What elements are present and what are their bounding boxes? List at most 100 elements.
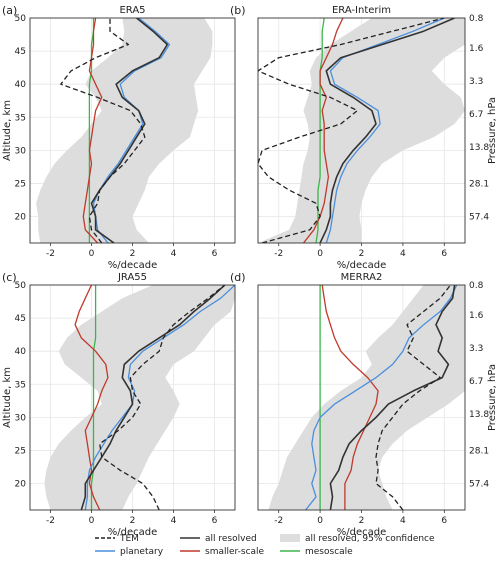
panel-title: JRA55: [117, 272, 147, 283]
x-tick-label: 6: [441, 516, 447, 526]
series-line-planetary: [305, 285, 458, 510]
x-tick-label: 0: [89, 249, 95, 259]
legend-label: smaller-scale: [205, 547, 265, 557]
legend-item: smaller-scale: [180, 547, 265, 557]
pressure-tick-label: 28.1: [469, 179, 489, 189]
series-line-all-resolved: [90, 18, 169, 243]
panel-tag: (d): [230, 271, 246, 284]
x-tick-label: 6: [212, 516, 218, 526]
pressure-tick-label: 3.3: [469, 77, 483, 87]
legend-item: all resolved: [180, 534, 257, 544]
x-tick-label: 0: [317, 249, 323, 259]
x-axis-label: %/decade: [337, 260, 387, 271]
pressure-tick-label: 57.4: [469, 480, 489, 490]
x-tick-label: 4: [400, 249, 406, 259]
x-tick-label: 2: [130, 516, 136, 526]
y-tick-label: 25: [15, 179, 26, 189]
right-axis-label: Pressure, hPa: [487, 97, 498, 164]
pressure-tick-label: 6.7: [469, 377, 483, 387]
series-line-smaller-scale: [82, 18, 103, 243]
y-tick-label: 40: [15, 347, 27, 357]
y-tick-label: 30: [15, 413, 27, 423]
pressure-tick-label: 13.8: [469, 143, 489, 153]
x-tick-label: -2: [274, 249, 283, 259]
panel-title: ERA-Interim: [332, 5, 391, 16]
x-tick-label: 4: [171, 249, 177, 259]
pressure-tick-label: 1.6: [469, 44, 484, 54]
y-tick-label: 20: [15, 480, 27, 490]
y-tick-label: 50: [15, 14, 27, 24]
x-tick-label: 4: [400, 516, 406, 526]
series-line-smaller-scale: [321, 285, 379, 510]
legend-label: mesoscale: [305, 547, 353, 557]
confidence-band: [258, 18, 465, 243]
pressure-tick-label: 3.3: [469, 344, 483, 354]
series-line-planetary: [92, 18, 171, 243]
legend-label: planetary: [120, 547, 164, 557]
panel-tag: (c): [2, 271, 17, 284]
series-line-planetary: [84, 285, 235, 510]
panel-era-interim: -2 0 2 4 6 %/decade 0.8 1.6 3.3 6.7 13.8 28.1 57.4 Pr…: [230, 4, 498, 271]
y-tick-label: 45: [15, 314, 26, 324]
y-tick-label: 50: [15, 281, 27, 291]
panel-jra55: -2 0 2 4 6 %/decade 20 25 30 35 40 45 50 Altitude, km…: [2, 271, 236, 538]
x-tick-label: -2: [274, 516, 283, 526]
series-line-TEM: [258, 18, 445, 243]
x-tick-label: 2: [359, 516, 365, 526]
x-axis-label: %/decade: [337, 527, 387, 538]
series-line-all-resolved: [319, 18, 455, 243]
series-line-mesoscale: [90, 285, 97, 510]
x-tick-label: 0: [89, 516, 95, 526]
pressure-tick-label: 28.1: [469, 446, 489, 456]
y-tick-label: 40: [15, 80, 27, 90]
y-tick-label: 30: [15, 146, 27, 156]
x-tick-label: 2: [130, 249, 136, 259]
panel-title: MERRA2: [341, 272, 383, 283]
x-tick-label: 4: [171, 516, 177, 526]
legend-swatch: [280, 534, 300, 542]
series-line-all-resolved: [80, 285, 226, 510]
legend-label: all resolved: [205, 534, 257, 544]
y-tick-label: 35: [15, 113, 26, 123]
x-tick-label: 2: [359, 249, 365, 259]
x-tick-label: -2: [46, 516, 55, 526]
confidence-band: [36, 18, 213, 243]
legend-item: mesoscale: [280, 547, 353, 557]
y-axis-label: Altitude, km: [2, 367, 13, 428]
y-axis-label: Altitude, km: [2, 100, 13, 161]
pressure-tick-label: 13.8: [469, 410, 489, 420]
legend-label: TEM: [119, 534, 139, 544]
panel-era5: -2 0 2 4 6 %/decade 20 25 30 35 40 45 50 Altitude, km…: [2, 4, 236, 271]
legend-label: all resolved, 95% confidence: [305, 534, 435, 544]
panel-title: ERA5: [119, 5, 145, 16]
legend-item: all resolved, 95% confidence: [280, 534, 435, 544]
y-tick-label: 35: [15, 380, 26, 390]
series-line-smaller-scale: [302, 18, 344, 243]
legend-item: TEM: [95, 534, 139, 544]
pressure-tick-label: 1.6: [469, 311, 484, 321]
right-axis-label: Pressure, hPa: [487, 364, 498, 431]
confidence-band: [44, 285, 235, 510]
confidence-band: [268, 285, 465, 510]
pressure-tick-label: 0.8: [469, 14, 484, 24]
series-line-TEM: [60, 18, 146, 243]
panel-tag: (b): [230, 4, 246, 17]
series-line-all-resolved: [329, 285, 456, 510]
x-tick-label: 6: [212, 249, 218, 259]
legend-item: planetary: [95, 547, 164, 557]
x-tick-label: 6: [441, 249, 447, 259]
x-tick-label: -2: [46, 249, 55, 259]
y-tick-label: 45: [15, 47, 26, 57]
legend: TEM all resolved all resolved, 95% confide…: [95, 534, 435, 557]
pressure-tick-label: 57.4: [469, 213, 489, 223]
series-line-smaller-scale: [74, 285, 109, 510]
series-line-TEM: [375, 285, 452, 510]
x-tick-label: 0: [317, 516, 323, 526]
x-axis-label: %/decade: [108, 260, 158, 271]
y-tick-label: 25: [15, 446, 26, 456]
x-axis-label: %/decade: [108, 527, 158, 538]
panel-tag: (a): [2, 4, 17, 17]
panel-merra2: -2 0 2 4 6 %/decade 0.8 1.6 3.3 6.7 13.8 28.1 57.4 Pr…: [230, 271, 498, 538]
pressure-tick-label: 0.8: [469, 281, 484, 291]
